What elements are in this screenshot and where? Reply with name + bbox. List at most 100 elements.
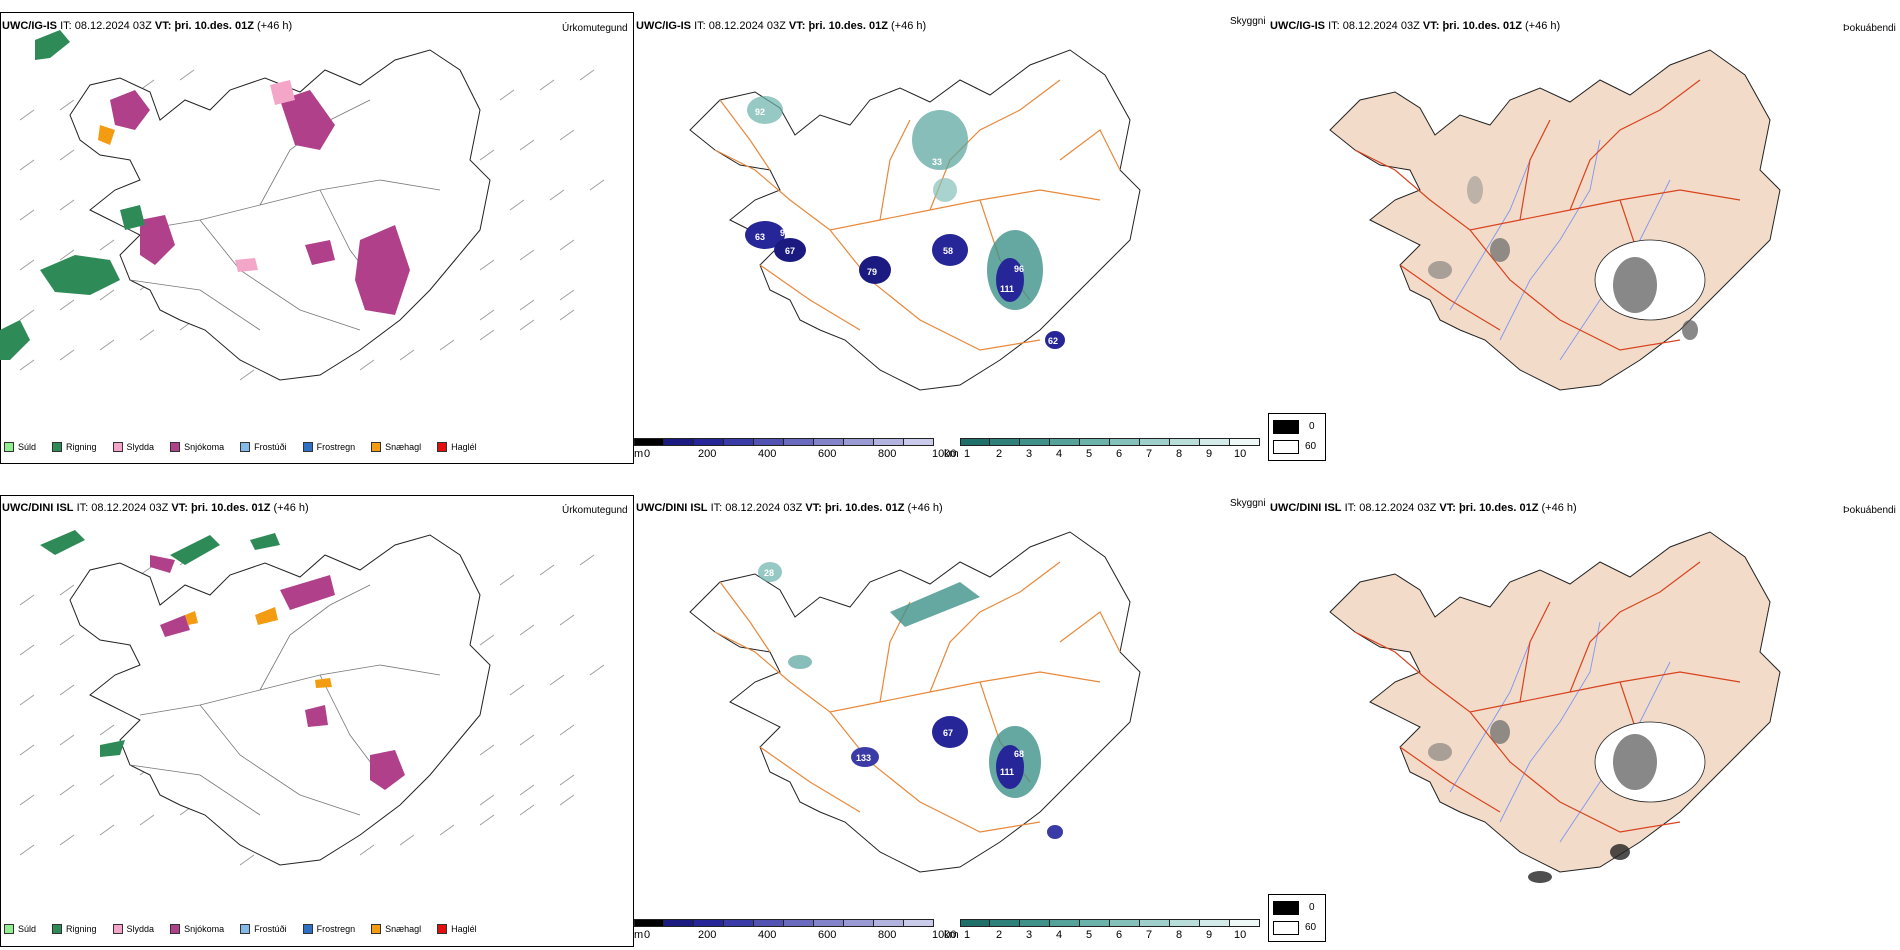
vt-label: VT: — [805, 502, 822, 514]
legend-item: Slydda — [112, 442, 154, 452]
lead-time: (+46 h) — [1541, 502, 1577, 514]
title-row1-p2: UWC/IG-IS IT: 08.12.2024 03Z VT: þri. 10… — [636, 20, 926, 32]
tick-label: 5 — [1086, 929, 1093, 941]
vt-value: þri. 10.des. 01Z — [190, 502, 271, 514]
panel-name-precip: Úrkomutegund — [562, 505, 628, 516]
vt-label: VT: — [788, 20, 806, 32]
precip-type-panel-row1 — [0, 12, 634, 464]
precip-areas — [0, 30, 410, 360]
fog-swatch-60 — [1273, 921, 1299, 935]
vt-label: VT: — [154, 20, 172, 32]
tick-label: 7 — [1146, 448, 1153, 460]
visibility-areas — [745, 96, 1065, 349]
tick-label: 8 — [1176, 929, 1183, 941]
model-name: UWC/IG-IS — [1270, 20, 1325, 32]
legend-label: Frostúði — [254, 442, 287, 452]
fog-legend-row1: 0 60 — [1268, 413, 1326, 461]
visibility-value-labels: 28 67 133 68 111 — [764, 568, 1024, 777]
it-value: 08.12.2024 03Z — [1342, 20, 1420, 32]
precip-areas — [40, 530, 405, 790]
vis-label: 96 — [1014, 264, 1024, 274]
fog-swatch-60 — [1273, 440, 1299, 454]
vis-label: 10 — [960, 187, 970, 197]
precip-legend-row1: Súld Rigning Slydda Snjókoma Frostúði Fr… — [4, 442, 477, 452]
vt-value: þri. 10.des. 01Z — [824, 502, 905, 514]
tick-label: 800 — [878, 929, 897, 941]
roads-network — [129, 584, 441, 816]
iceland-coast — [69, 534, 491, 866]
it-label: IT: — [1344, 502, 1357, 514]
tick-label: 600 — [818, 929, 837, 941]
fog-swatch-0 — [1273, 901, 1299, 915]
tick-label: 1 — [964, 448, 971, 460]
vis-label: 28 — [764, 568, 774, 578]
tick-label: 200 — [698, 448, 717, 460]
tick-label: 2 — [996, 929, 1003, 941]
tick-label: 1000 — [932, 929, 957, 941]
vis-colorbar-m-row1 — [634, 438, 934, 446]
model-name: UWC/IG-IS — [636, 20, 691, 32]
lead-time: (+46 h) — [891, 20, 927, 32]
vis-label: 67 — [943, 728, 953, 738]
legend-swatch — [52, 924, 63, 934]
panel-name-fog: Þokuábendi — [1843, 23, 1896, 34]
legend-item: Snæhagl — [371, 924, 421, 934]
vt-value: þri. 10.des. 01Z — [1442, 20, 1522, 32]
lead-time: (+46 h) — [907, 502, 943, 514]
legend-label: Slydda — [126, 924, 155, 934]
tick-label: 0 — [644, 929, 651, 941]
vis-label: 79 — [867, 267, 877, 277]
lead-time: (+46 h) — [257, 20, 293, 32]
fog-map-row2 — [1329, 531, 1781, 883]
legend-label: Frostregn — [316, 924, 356, 934]
legend-swatch — [371, 924, 382, 934]
legend-item: Súld — [4, 924, 36, 934]
title-row2-p3: UWC/DINI ISL IT: 08.12.2024 03Z VT: þri.… — [1270, 502, 1577, 514]
lead-time: (+46 h) — [273, 502, 309, 514]
tick-label: 2 — [996, 448, 1003, 460]
vis-label: 62 — [1048, 336, 1058, 346]
fog-swatch-0 — [1273, 420, 1299, 434]
vt-label: VT: — [1422, 20, 1440, 32]
legend-label: Frostúði — [254, 924, 287, 934]
legend-label: Snæhagl — [385, 924, 422, 934]
tick-label: 9 — [1206, 448, 1213, 460]
tick-label: 0 — [644, 448, 651, 460]
precip-map-row2 — [19, 530, 605, 866]
vt-value: þri. 10.des. 01Z — [174, 20, 254, 32]
it-label: IT: — [710, 502, 723, 514]
vis-label: 133 — [856, 753, 871, 763]
legend-swatch — [302, 924, 313, 934]
legend-swatch — [4, 924, 14, 934]
visibility-map-row1: 92 33 10 63 96 67 58 79 96 111 62 — [689, 49, 1141, 391]
title-row1-p1: UWC/IG-IS IT: 08.12.2024 03Z VT: þri. 10… — [2, 20, 292, 32]
tick-label: 800 — [878, 448, 897, 460]
tick-label: 3 — [1026, 448, 1033, 460]
fog-value-60: 60 — [1305, 441, 1317, 452]
it-value: 08.12.2024 03Z — [91, 502, 169, 514]
tick-label: 5 — [1086, 448, 1093, 460]
it-value: 08.12.2024 03Z — [725, 502, 803, 514]
fog-areas — [1428, 720, 1706, 883]
legend-item: Súld — [4, 442, 36, 452]
legend-item: Frostúði — [240, 924, 287, 934]
it-label: IT: — [76, 502, 89, 514]
vis-label: 96 — [780, 228, 790, 238]
legend-label: Haglél — [451, 442, 477, 452]
legend-item: Frostregn — [302, 442, 356, 452]
vis-label: 33 — [932, 157, 942, 167]
tick-label: 1000 — [932, 448, 957, 460]
tick-label: 4 — [1056, 929, 1063, 941]
panel-name-fog: Þokuábendi — [1843, 505, 1896, 516]
unit-label: km — [944, 929, 959, 941]
legend-item: Slydda — [112, 924, 155, 934]
model-name: UWC/DINI ISL — [1270, 502, 1342, 514]
legend-swatch — [170, 442, 181, 452]
legend-swatch — [4, 442, 14, 452]
tick-label: 6 — [1116, 929, 1123, 941]
legend-label: Rigning — [66, 924, 97, 934]
it-label: IT: — [1328, 20, 1340, 32]
model-name: UWC/DINI ISL — [2, 502, 74, 514]
legend-label: Frostregn — [316, 442, 356, 452]
panel-name-precip: Úrkomutegund — [562, 23, 628, 34]
